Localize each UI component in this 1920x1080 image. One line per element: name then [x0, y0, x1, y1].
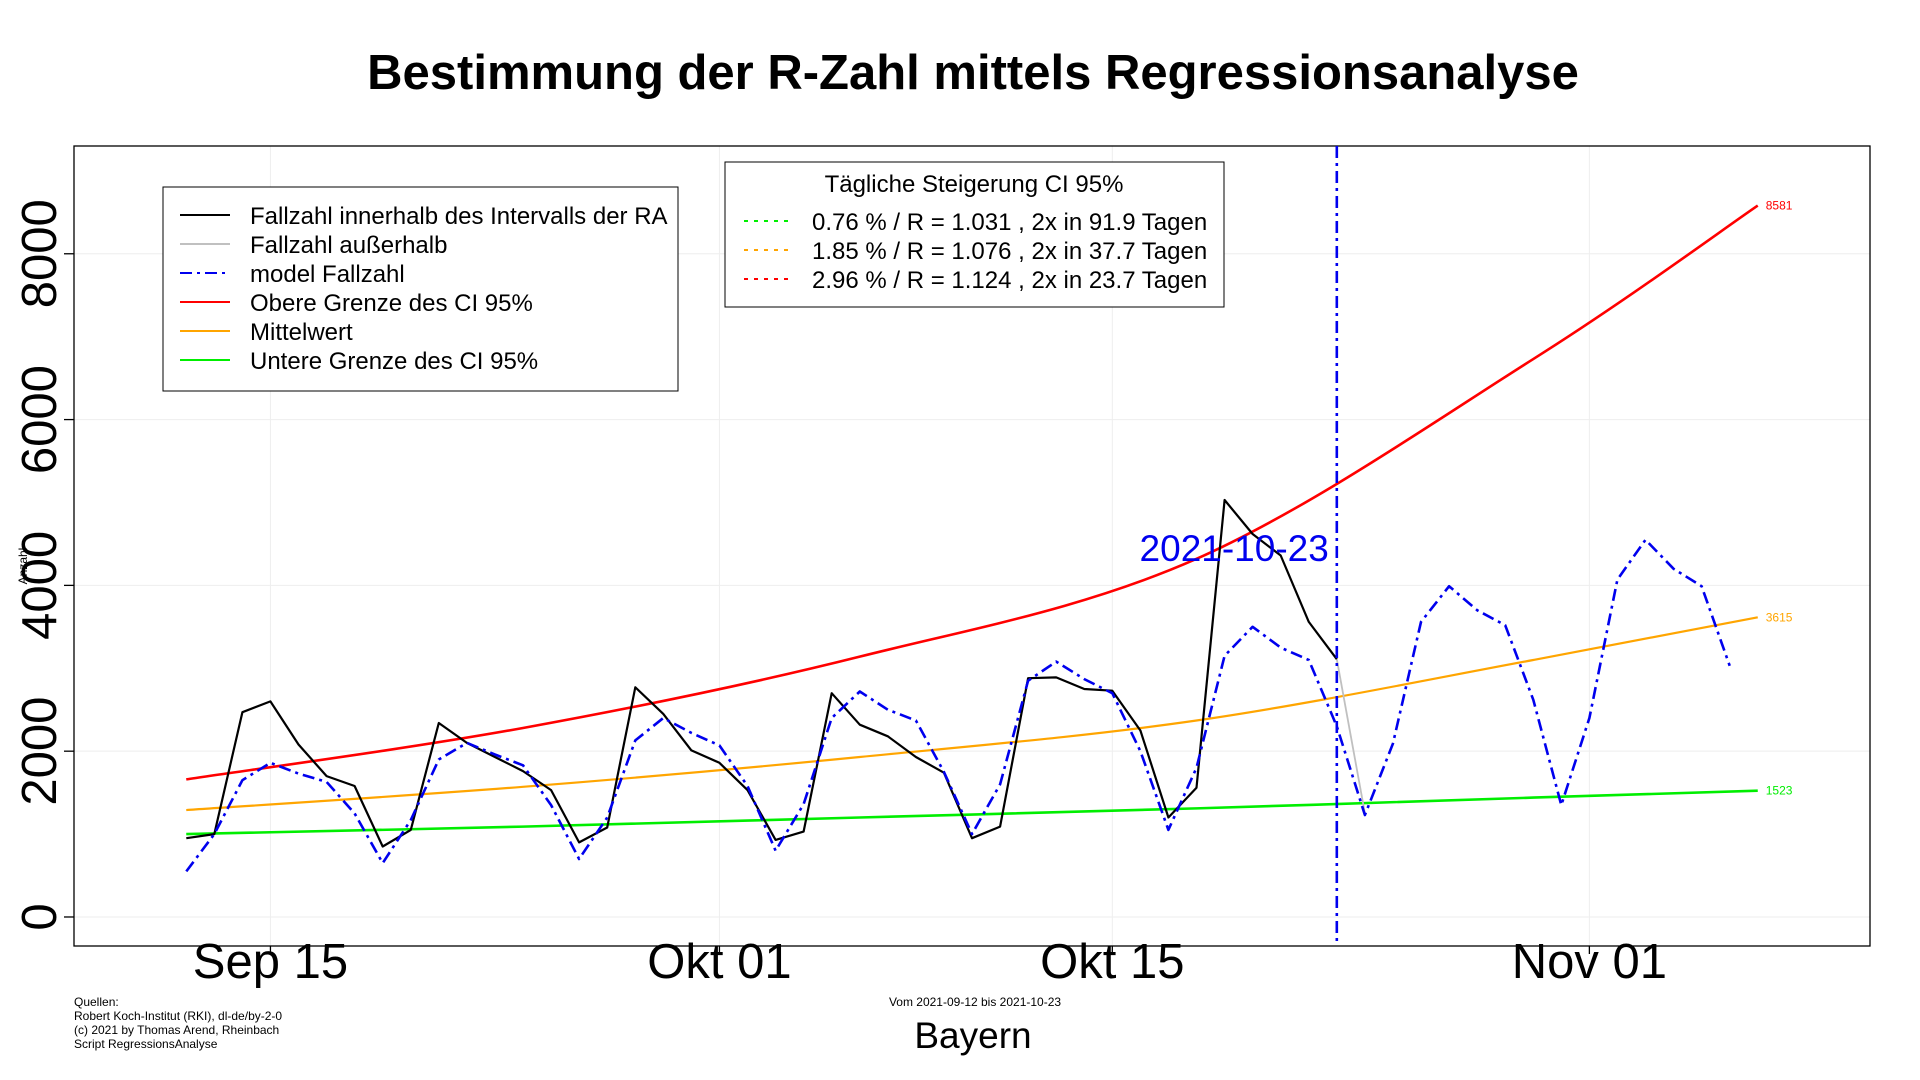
series-line-mean	[186, 616, 1758, 812]
end-labels: 8581 3615 1523	[1766, 199, 1793, 798]
plot-frame	[73, 145, 1871, 947]
y-tick-label-2: 4000	[13, 531, 67, 640]
footer-copyright: (c) 2021 by Thomas Arend, Rheinbach	[74, 1023, 279, 1037]
legend: Fallzahl innerhalb des Intervalls der RA…	[162, 186, 679, 392]
x-tick-label-2: Okt 15	[1040, 935, 1184, 989]
y-tick-label-0: 0	[13, 903, 67, 930]
legend-label-0: Fallzahl innerhalb des Intervalls der RA	[250, 203, 668, 230]
x-tick-label-0: Sep 15	[193, 935, 348, 989]
legend-label-3: Obere Grenze des CI 95%	[250, 290, 533, 317]
series-line-upper	[186, 204, 1759, 781]
series-line-lower	[186, 789, 1758, 836]
x-tick-label-1: Okt 01	[647, 935, 791, 989]
legend-growth-title: Tägliche Steigerung CI 95%	[825, 171, 1124, 198]
x-axis-label: Bayern	[914, 1015, 1031, 1056]
series-group	[185, 204, 1759, 873]
footer-source: Robert Koch-Institut (RKI), dl-de/by-2-0	[74, 1009, 282, 1023]
date-marker: 2021-10-23	[1140, 146, 1339, 946]
legend-growth-label-1: 1.85 % / R = 1.076 , 2x in 37.7 Tagen	[812, 238, 1207, 265]
x-axis: Sep 15 Okt 01 Okt 15 Nov 01	[193, 935, 1667, 989]
legend-growth: Tägliche Steigerung CI 95% 0.76 % / R = …	[724, 161, 1225, 308]
legend-label-4: Mittelwert	[250, 319, 353, 346]
legend-growth-box	[724, 161, 1225, 308]
footer-range: Vom 2021-09-12 bis 2021-10-23	[889, 995, 1061, 1009]
vline-label: 2021-10-23	[1140, 528, 1329, 569]
footer-script: Script RegressionsAnalyse	[74, 1037, 218, 1051]
end-label-upper: 8581	[1766, 199, 1793, 213]
legend-growth-label-2: 2.96 % / R = 1.124 , 2x in 23.7 Tagen	[812, 267, 1207, 294]
x-tick-label-3: Nov 01	[1512, 935, 1667, 989]
legend-growth-label-0: 0.76 % / R = 1.031 , 2x in 91.9 Tagen	[812, 209, 1207, 236]
legend-box	[162, 186, 679, 392]
legend-label-1: Fallzahl außerhalb	[250, 232, 447, 259]
footer-sources-heading: Quellen:	[74, 995, 119, 1009]
y-tick-label-4: 8000	[13, 199, 67, 308]
series-line-model	[185, 538, 1731, 873]
series-line-inside	[186, 498, 1338, 848]
end-label-lower: 1523	[1766, 784, 1793, 798]
series-line-outside	[1335, 659, 1366, 814]
y-tick-label-3: 6000	[13, 365, 67, 474]
end-label-mean: 3615	[1766, 610, 1793, 624]
y-axis-label: Anzahl	[16, 548, 30, 585]
chart-title: Bestimmung der R-Zahl mittels Regression…	[367, 46, 1579, 100]
legend-label-2: model Fallzahl	[250, 261, 405, 288]
legend-label-5: Untere Grenze des CI 95%	[250, 348, 538, 375]
y-axis: 0 2000 4000 6000 8000	[13, 199, 74, 931]
y-tick-label-1: 2000	[13, 697, 67, 806]
